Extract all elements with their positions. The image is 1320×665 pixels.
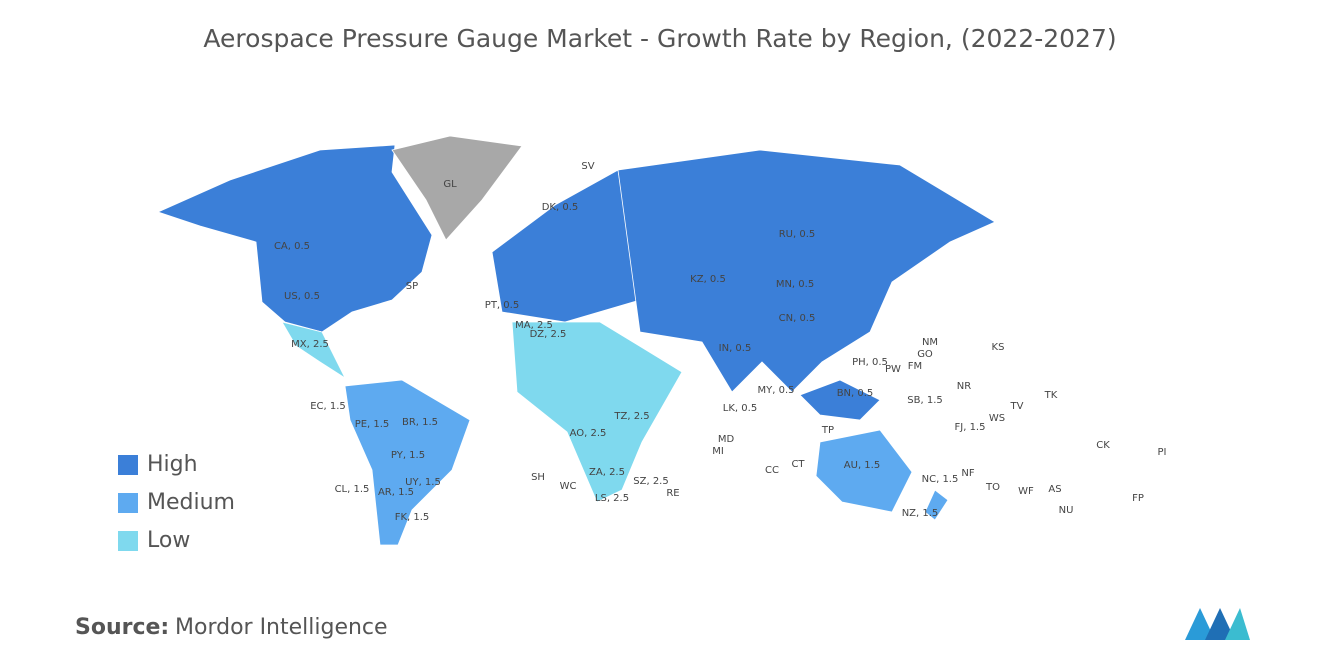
- region-label: LK, 0.5: [723, 403, 757, 414]
- region-label: PW: [885, 364, 901, 375]
- region-label: MA, 2.5: [515, 320, 553, 331]
- region-label: SZ, 2.5: [633, 476, 668, 487]
- region-label: SB, 1.5: [907, 395, 942, 406]
- region-label: TV: [1010, 401, 1024, 412]
- region-label: DZ, 2.5: [530, 329, 567, 340]
- region-label: SV: [581, 161, 594, 172]
- region-label: US, 0.5: [284, 291, 320, 302]
- region-label: SH: [531, 472, 545, 483]
- asia: [617, 149, 996, 393]
- region-label: FM: [908, 361, 922, 372]
- region-label: NZ, 1.5: [902, 508, 939, 519]
- region-label: NU: [1059, 505, 1074, 516]
- legend-swatch: [118, 455, 138, 475]
- region-label: UY, 1.5: [405, 477, 441, 488]
- region-label: CK: [1096, 440, 1110, 451]
- legend-label: High: [147, 452, 198, 477]
- region-label: AU, 1.5: [844, 460, 880, 471]
- source-label: Source:: [75, 615, 169, 640]
- region-label: TP: [821, 425, 834, 436]
- region-label: SP: [406, 281, 418, 292]
- region-label: RU, 0.5: [779, 229, 816, 240]
- region-label: WF: [1018, 486, 1034, 497]
- region-label: PH, 0.5: [852, 357, 888, 368]
- region-label: MD: [718, 434, 735, 445]
- legend-swatch: [118, 531, 138, 551]
- region-label: MY, 0.5: [758, 385, 795, 396]
- region-label: FJ, 1.5: [955, 422, 986, 433]
- region-label: KZ, 0.5: [690, 274, 726, 285]
- region-label: WC: [560, 481, 577, 492]
- legend-label: Low: [147, 528, 190, 553]
- region-label: CC: [765, 465, 779, 476]
- region-label: GL: [443, 179, 457, 190]
- region-label: ZA, 2.5: [589, 467, 625, 478]
- region-label: CT: [791, 459, 805, 470]
- region-label: AS: [1048, 484, 1061, 495]
- region-label: AR, 1.5: [378, 487, 414, 498]
- australia: [815, 429, 913, 513]
- legend-swatch: [118, 493, 138, 513]
- map-labels: CA, 0.5 US, 0.5 GL RU, 0.5 CN, 0.5 KZ, 0.5 MN,…: [274, 161, 1167, 523]
- map: [156, 135, 996, 546]
- region-label: FK, 1.5: [395, 512, 430, 523]
- greenland: [391, 135, 523, 241]
- region-label: EC, 1.5: [310, 401, 346, 412]
- region-label: PY, 1.5: [391, 450, 425, 461]
- region-label: RE: [666, 488, 679, 499]
- region-label: DK, 0.5: [542, 202, 579, 213]
- region-label: NC, 1.5: [922, 474, 959, 485]
- region-label: CN, 0.5: [779, 313, 816, 324]
- north-america: [156, 144, 433, 333]
- central-america: [281, 321, 347, 380]
- region-label: CL, 1.5: [335, 484, 370, 495]
- legend: High Medium Low: [118, 452, 235, 553]
- region-label: IN, 0.5: [719, 343, 752, 354]
- region-label: AO, 2.5: [570, 428, 607, 439]
- region-label: BN, 0.5: [837, 388, 874, 399]
- region-label: MN, 0.5: [776, 279, 814, 290]
- region-label: CA, 0.5: [274, 241, 310, 252]
- region-label: MX, 2.5: [291, 339, 329, 350]
- source-value: Mordor Intelligence: [175, 615, 388, 640]
- region-label: MI: [712, 446, 724, 457]
- region-label: NR: [957, 381, 971, 392]
- region-label: NM: [922, 337, 938, 348]
- region-label: PE, 1.5: [355, 419, 390, 430]
- region-label: KS: [992, 342, 1005, 353]
- region-label: WS: [989, 413, 1005, 424]
- region-label: TZ, 2.5: [613, 411, 649, 422]
- region-label: BR, 1.5: [402, 417, 438, 428]
- region-label: TO: [985, 482, 1000, 493]
- region-label: NF: [961, 468, 974, 479]
- region-label: LS, 2.5: [595, 493, 629, 504]
- region-label: TK: [1044, 390, 1058, 401]
- new-zealand: [924, 489, 949, 521]
- region-label: FP: [1132, 493, 1144, 504]
- islands: [799, 379, 881, 421]
- region-label: GO: [917, 349, 933, 360]
- legend-label: Medium: [147, 490, 235, 515]
- logo: [1185, 608, 1250, 640]
- region-label: PT, 0.5: [485, 300, 519, 311]
- title: Aerospace Pressure Gauge Market - Growth…: [203, 24, 1116, 53]
- south-america: [344, 379, 471, 546]
- region-label: PI: [1158, 447, 1167, 458]
- africa: [511, 321, 683, 503]
